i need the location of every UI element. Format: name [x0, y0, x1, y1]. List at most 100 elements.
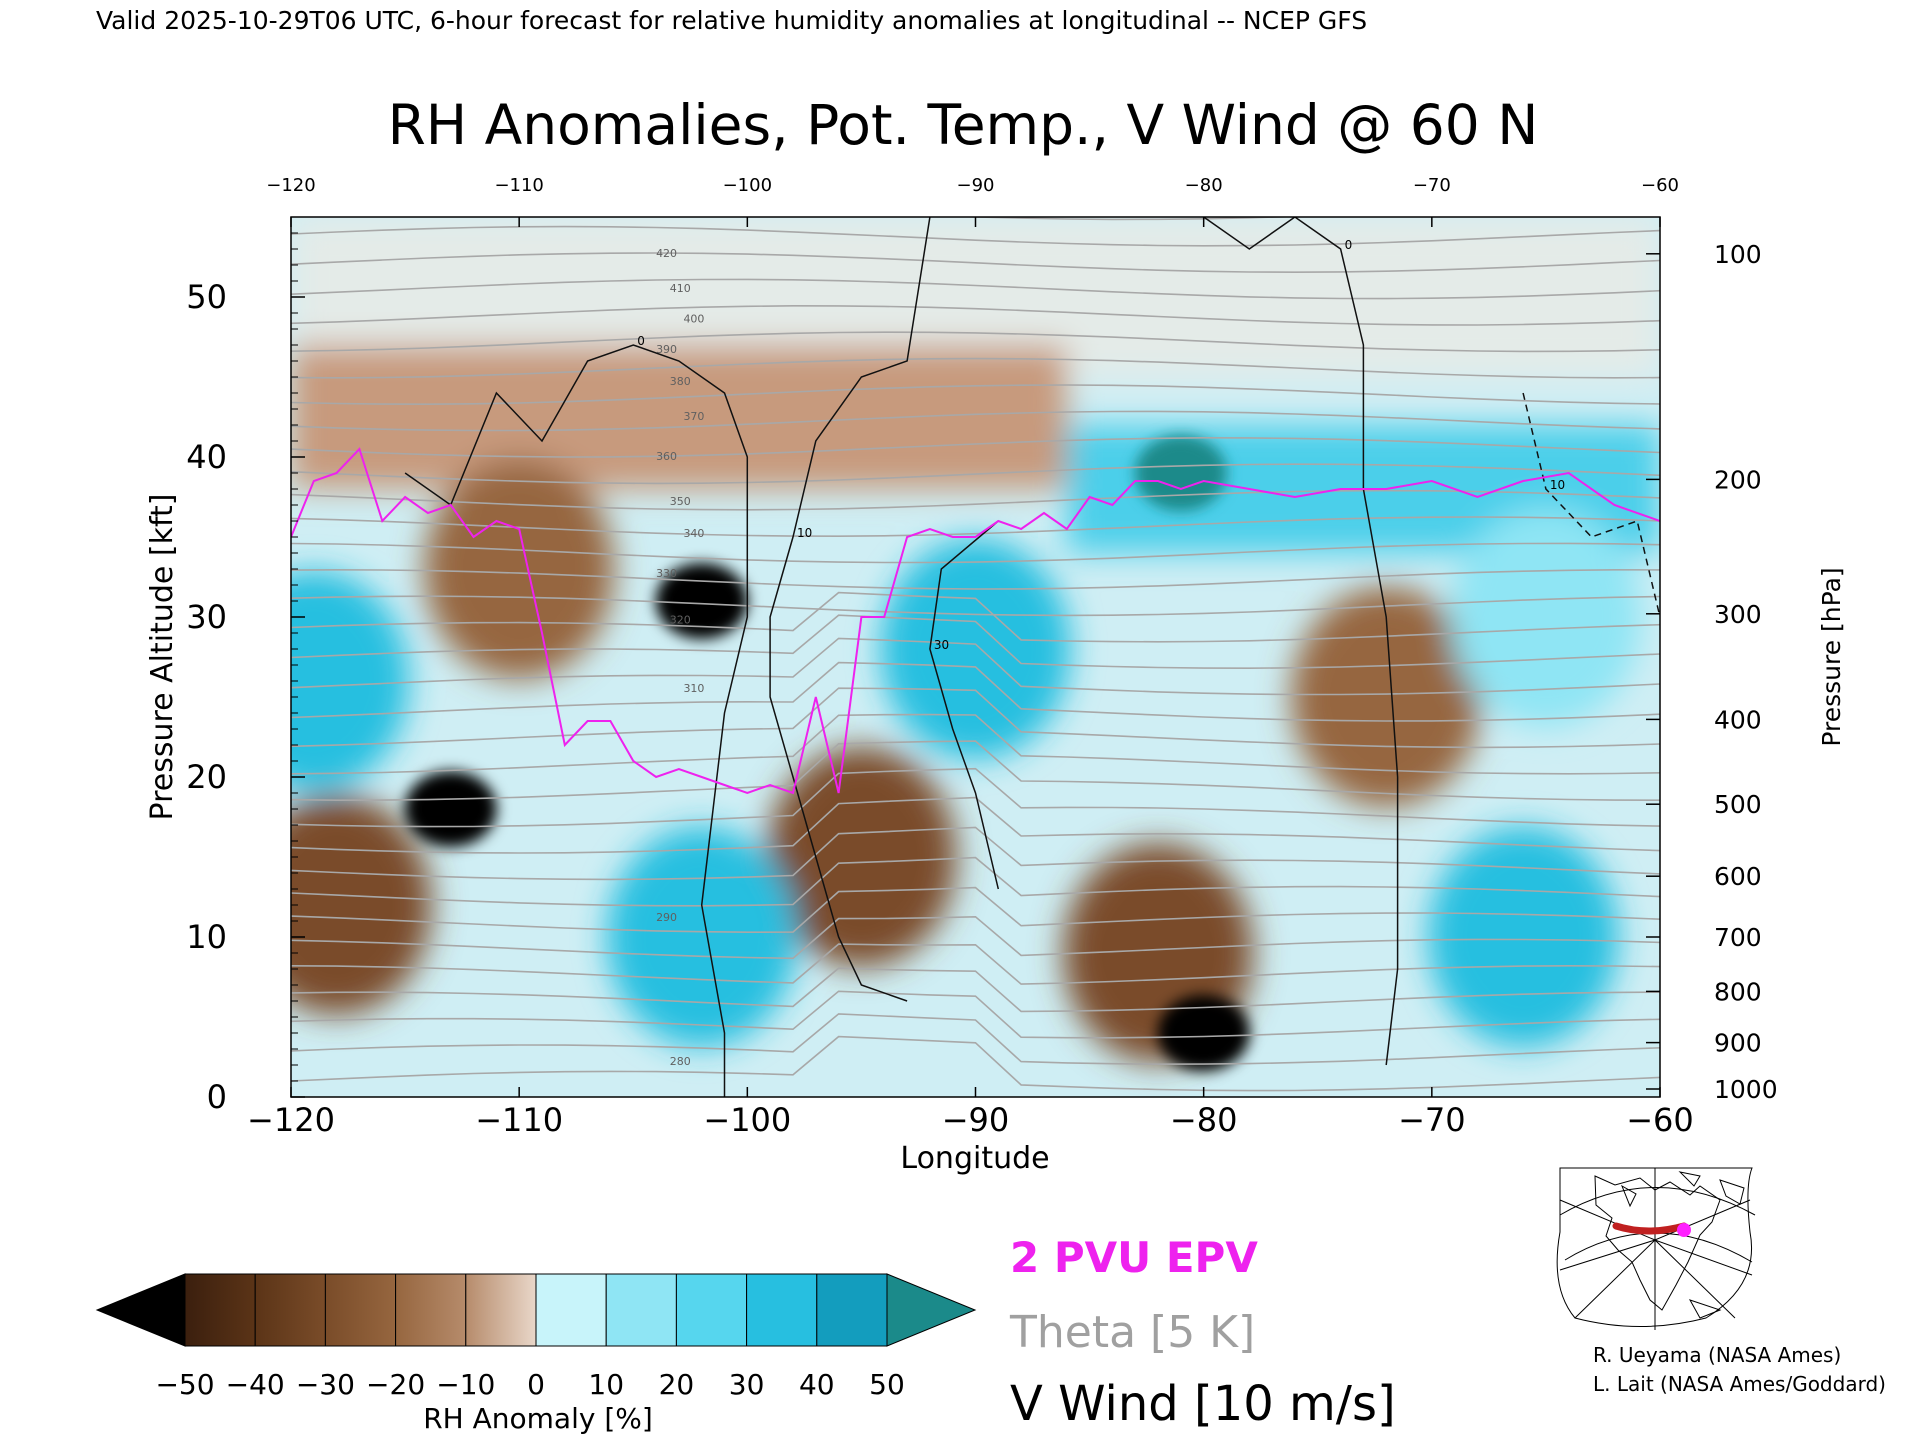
- x-tick-label: −80: [1170, 1101, 1238, 1139]
- theta-label-360: 360: [656, 450, 677, 463]
- colorbar-tick-label: 10: [588, 1368, 624, 1401]
- colorbar-segment-3: [395, 1273, 467, 1347]
- pressure-tick-label: 200: [1714, 465, 1762, 494]
- theta-contour-13: [291, 687, 1660, 749]
- v-wind-label-1: 10: [797, 526, 812, 540]
- theta-contour-31: [291, 252, 1660, 274]
- colorbar-tick-label: 40: [799, 1368, 835, 1401]
- pressure-tick-label: 300: [1714, 600, 1762, 629]
- theta-contour-10: [291, 767, 1660, 828]
- colorbar-tick-label: −40: [226, 1368, 285, 1401]
- colorbar-tick-label: 0: [527, 1368, 545, 1401]
- rh-anomaly-blob-9: [880, 539, 1071, 759]
- inset-map-boundary: [1556, 1167, 1753, 1327]
- x-tick-label: −110: [475, 1101, 563, 1139]
- theta-contour-29: [291, 304, 1660, 326]
- theta-contour-25: [291, 410, 1660, 432]
- theta-contour-16: [291, 614, 1660, 670]
- colorbar-tick-label: 30: [729, 1368, 765, 1401]
- colorbar-segment-4: [465, 1273, 537, 1347]
- v-wind-label-0: 0: [637, 334, 645, 348]
- theta-contour-20: [291, 542, 1660, 564]
- v-wind-contour-3: [929, 520, 1000, 890]
- x-tick-label: −60: [1626, 1101, 1694, 1139]
- y-axis-label: Pressure Altitude [kft]: [145, 494, 180, 821]
- credit-line-1: R. Ueyama (NASA Ames): [1593, 1343, 1841, 1367]
- colorbar-segment-6: [605, 1273, 677, 1347]
- colorbar-segment-9: [816, 1273, 888, 1347]
- colorbar-tick-label: −20: [366, 1368, 425, 1401]
- inset-route-60n: [1612, 1222, 1688, 1235]
- pressure-tick-label: 100: [1714, 240, 1762, 269]
- v-wind-label-4: 10: [1550, 478, 1565, 492]
- inset-location-marker: [1677, 1223, 1691, 1237]
- theta-contour-17: [291, 591, 1660, 643]
- x-top-tick-label: −60: [1641, 175, 1679, 196]
- theta-contour-8: [291, 826, 1660, 881]
- theta-contour-24: [291, 436, 1660, 458]
- rh-anomaly-blob-6: [766, 747, 957, 967]
- theta-label-280: 280: [670, 1055, 691, 1068]
- theta-label-310: 310: [683, 682, 704, 695]
- x-top-tick-label: −110: [494, 175, 543, 196]
- colorbar: −50 −40 −30 −20 −10 0 10 20 30 40 50: [95, 1273, 977, 1401]
- theta-contour-1: [291, 1013, 1660, 1066]
- y2-axis-label: Pressure [hPa]: [1817, 567, 1846, 746]
- inset-coastlines: [1594, 1171, 1745, 1319]
- v-wind-label-3: 30: [934, 638, 949, 652]
- v-wind-label-2: 0: [1345, 238, 1353, 252]
- legend-entry-0: 2 PVU EPV: [1010, 1233, 1258, 1282]
- y-tick-label: 50: [186, 278, 227, 316]
- colorbar-tick-label: 50: [869, 1368, 905, 1401]
- theta-label-420: 420: [656, 247, 677, 260]
- theta-contour-21: [291, 516, 1660, 538]
- x-top-tick-label: −120: [266, 175, 315, 196]
- x-top-tick-label: −100: [723, 175, 772, 196]
- theta-contour-19: [291, 568, 1660, 590]
- colorbar-segment-8: [746, 1273, 818, 1347]
- x-tick-label: −120: [247, 1101, 335, 1139]
- x-tick-label: −90: [942, 1101, 1010, 1139]
- theta-contour-6: [291, 886, 1660, 934]
- rh-anomaly-blob-13: [1450, 507, 1641, 727]
- v-wind-contour-4: [1522, 392, 1660, 618]
- rh-anomaly-field: 420 410 400 390 380 370 360 350 340 330 320 310 290 2…: [291, 217, 1660, 1097]
- valid-time-line: Valid 2025-10-29T06 UTC, 6-hour forecast…: [96, 6, 1367, 35]
- theta-contour-5: [291, 915, 1660, 960]
- theta-label-410: 410: [670, 282, 691, 295]
- colorbar-segment-1: [254, 1273, 326, 1347]
- upper-dry-band: [291, 345, 1067, 489]
- theta-contour-4: [291, 943, 1660, 985]
- rh-anomaly-blob-8: [606, 827, 797, 1047]
- pressure-tick-label: 900: [1714, 1029, 1762, 1058]
- legend-entry-2: V Wind [10 m/s]: [1010, 1376, 1396, 1432]
- theta-contour-12: [291, 713, 1660, 775]
- rh-anomaly-blob-2: [404, 771, 497, 847]
- theta-label-340: 340: [683, 527, 704, 540]
- colorbar-label: RH Anomaly [%]: [423, 1402, 653, 1435]
- colorbar-segment-5: [535, 1273, 607, 1347]
- theta-contour-26: [291, 384, 1660, 406]
- theta-label-320: 320: [670, 613, 691, 626]
- theta-contour-9: [291, 796, 1660, 854]
- rh-anomaly-blob-1: [424, 459, 615, 679]
- theta-contour-18: [291, 595, 1660, 617]
- theta-contour-30: [291, 278, 1660, 300]
- colorbar-tick-label: −10: [436, 1368, 495, 1401]
- colorbar-tick-label: −50: [155, 1368, 214, 1401]
- inset-locator-map: [1556, 1167, 1756, 1330]
- rh-anomaly-blob-5: [1291, 587, 1482, 807]
- theta-contour-15: [291, 637, 1660, 696]
- x-tick-label: −100: [703, 1101, 791, 1139]
- theta-label-380: 380: [670, 375, 691, 388]
- y-tick-label: 40: [186, 438, 227, 476]
- pressure-tick-label: 700: [1714, 923, 1762, 952]
- x-axis-label: Longitude: [900, 1141, 1049, 1176]
- theta-contour-7: [291, 856, 1660, 907]
- colorbar-segment-0: [184, 1273, 256, 1347]
- rh-anomaly-blob-12: [1428, 827, 1619, 1047]
- x-top-tick-label: −80: [1185, 175, 1223, 196]
- colorbar-tick-label: 20: [659, 1368, 695, 1401]
- theta-contour-23: [291, 463, 1660, 485]
